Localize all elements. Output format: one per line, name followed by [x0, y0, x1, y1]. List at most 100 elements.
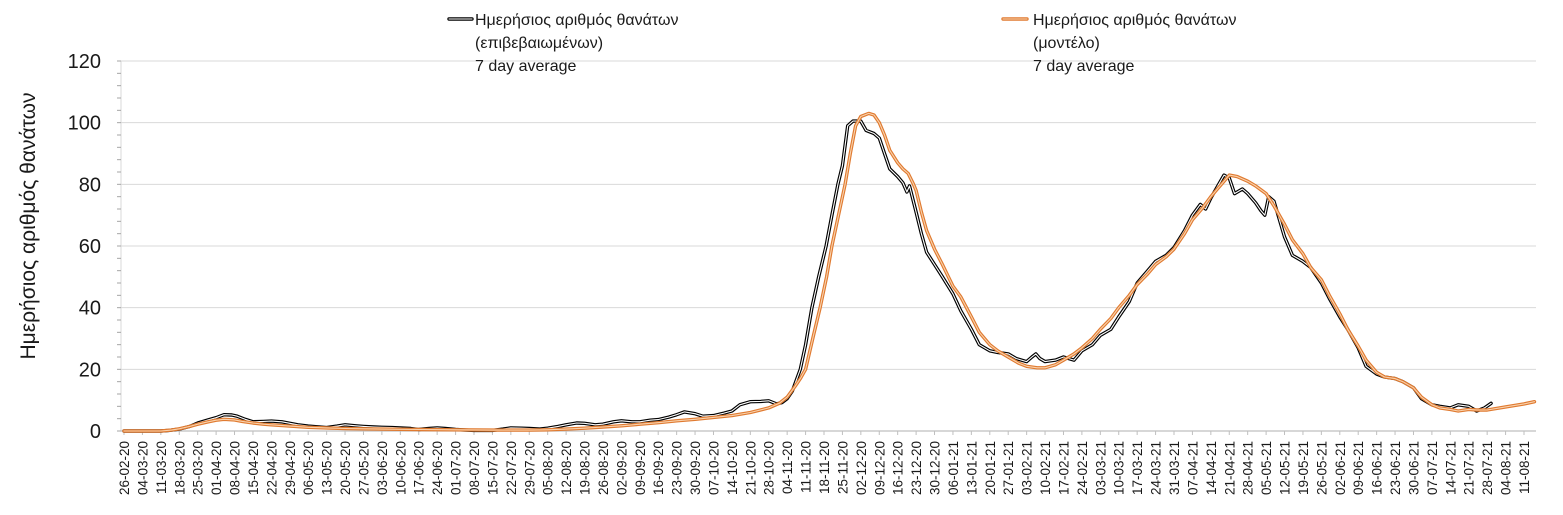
y-tick-label: 40: [79, 298, 101, 320]
y-axis-tick-labels: 0 20 40 60 80 100 120: [68, 51, 101, 443]
x-tick-label: 17-06-20: [412, 441, 427, 495]
y-tick-label: 100: [68, 113, 101, 135]
x-tick-label: 09-06-21: [1351, 441, 1366, 495]
x-tick-label: 16-12-20: [891, 441, 906, 495]
x-tick-label: 04-11-20: [780, 441, 795, 494]
x-tick-label: 12-08-20: [559, 441, 574, 495]
y-tick-label: 120: [68, 51, 101, 73]
x-tick-label: 05-05-21: [1259, 441, 1274, 495]
axes: [117, 60, 1536, 435]
x-tick-label: 10-02-21: [1038, 441, 1053, 495]
x-tick-label: 18-11-20: [817, 441, 832, 494]
x-tick-label: 24-03-21: [1149, 441, 1164, 495]
x-tick-label: 09-12-20: [872, 441, 887, 495]
x-tick-label: 11-11-20: [799, 441, 814, 493]
x-tick-label: 19-08-20: [578, 441, 593, 495]
x-axis-tick-labels: 26-02-20 04-03-20 11-03-20 18-03-20 25-03-20…: [117, 441, 1532, 495]
x-tick-label: 09-09-20: [633, 441, 648, 495]
x-tick-label: 24-02-21: [1075, 441, 1090, 495]
legend-label-model-line-3: 7 day average: [1033, 58, 1135, 75]
x-tick-label: 10-03-21: [1112, 441, 1127, 495]
x-tick-label: 16-06-21: [1370, 441, 1385, 495]
x-tick-label: 05-08-20: [541, 441, 556, 495]
x-tick-label: 23-12-20: [909, 441, 924, 495]
x-tick-label: 02-12-20: [854, 441, 869, 495]
x-tick-label: 25-03-20: [191, 441, 206, 495]
x-tick-label: 27-01-21: [1001, 441, 1016, 495]
x-tick-label: 15-04-20: [246, 441, 261, 495]
x-tick-label: 20-01-21: [983, 441, 998, 495]
x-tick-label: 26-05-21: [1314, 441, 1329, 495]
x-tick-label: 04-03-20: [135, 441, 150, 495]
x-tick-label: 13-01-21: [964, 441, 979, 495]
legend: Ημερήσιος αριθμός θανάτων (επιβεβαιωμένω…: [447, 12, 1236, 75]
x-tick-label: 07-07-21: [1425, 441, 1440, 495]
y-tick-label: 80: [79, 174, 101, 196]
x-tick-label: 17-03-21: [1130, 441, 1145, 495]
x-tick-label: 22-04-20: [264, 441, 279, 495]
x-tick-label: 08-07-20: [467, 441, 482, 495]
x-tick-label: 14-10-20: [725, 441, 740, 495]
x-tick-label: 15-07-20: [485, 441, 500, 495]
x-tick-label: 29-04-20: [283, 441, 298, 495]
x-tick-label: 04-08-21: [1499, 441, 1514, 495]
x-tick-label: 03-06-20: [375, 441, 390, 495]
x-tick-label: 28-04-21: [1241, 441, 1256, 495]
legend-entry-confirmed: Ημερήσιος αριθμός θανάτων (επιβεβαιωμένω…: [447, 12, 678, 75]
x-tick-label: 30-09-20: [688, 441, 703, 495]
x-tick-label: 13-05-20: [320, 441, 335, 495]
x-tick-label: 23-06-21: [1388, 441, 1403, 495]
confirmed-deaths-line: [122, 119, 1493, 433]
x-tick-label: 27-05-20: [357, 441, 372, 495]
y-axis-label: Ημερήσιος αριθμός θανάτων: [17, 92, 40, 359]
x-tick-label: 21-10-20: [743, 441, 758, 495]
y-tick-label: 20: [79, 359, 101, 381]
model-deaths-line: [122, 111, 1537, 433]
x-tick-label: 30-06-21: [1407, 441, 1422, 495]
legend-label-model-line-1: Ημερήσιος αριθμός θανάτων: [1033, 12, 1236, 29]
x-tick-label: 20-05-20: [338, 441, 353, 495]
x-tick-label: 01-04-20: [209, 441, 224, 495]
legend-label-confirmed-line-2: (επιβεβαιωμένων): [475, 35, 603, 52]
x-tick-label: 06-01-21: [946, 441, 961, 495]
legend-label-model-line-2: (μοντέλο): [1033, 35, 1100, 52]
legend-entry-model: Ημερήσιος αριθμός θανάτων (μοντέλο) 7 da…: [1001, 12, 1236, 75]
x-tick-label: 25-11-20: [835, 441, 850, 494]
x-tick-label: 02-06-21: [1333, 441, 1348, 495]
x-tick-label: 10-06-20: [393, 441, 408, 495]
x-tick-label: 30-12-20: [928, 441, 943, 495]
x-tick-label: 16-09-20: [651, 441, 666, 495]
series-lines: [122, 111, 1537, 433]
series-model-deaths: [122, 111, 1537, 433]
x-tick-label: 11-03-20: [154, 441, 169, 494]
legend-label-confirmed-line-1: Ημερήσιος αριθμός θανάτων: [475, 12, 678, 29]
x-tick-label: 24-06-20: [430, 441, 445, 495]
x-tick-label: 07-10-20: [707, 441, 722, 495]
x-tick-label: 01-07-20: [449, 441, 464, 495]
x-tick-label: 28-10-20: [762, 441, 777, 495]
x-tick-label: 26-08-20: [596, 441, 611, 495]
x-tick-label: 07-04-21: [1185, 441, 1200, 495]
x-tick-label: 17-02-21: [1057, 441, 1072, 495]
x-tick-label: 28-07-21: [1480, 441, 1495, 495]
x-tick-label: 12-05-21: [1278, 441, 1293, 495]
x-tick-label: 03-03-21: [1093, 441, 1108, 495]
y-tick-label: 0: [90, 421, 101, 443]
x-tick-label: 08-04-20: [228, 441, 243, 495]
gridlines: [121, 60, 1536, 370]
series-confirmed-deaths: [122, 119, 1493, 433]
x-tick-label: 02-09-20: [614, 441, 629, 495]
x-tick-label: 26-02-20: [117, 441, 132, 495]
x-tick-label: 19-05-21: [1296, 441, 1311, 495]
x-tick-label: 21-07-21: [1462, 441, 1477, 495]
x-tick-label: 14-07-21: [1443, 441, 1458, 495]
x-tick-label: 31-03-21: [1167, 441, 1182, 495]
x-tick-label: 29-07-20: [522, 441, 537, 495]
x-tick-label: 03-02-21: [1020, 441, 1035, 495]
x-tick-label: 06-05-20: [301, 441, 316, 495]
model-deaths-line-highlight: [123, 112, 1536, 432]
x-tick-label: 22-07-20: [504, 441, 519, 495]
confirmed-deaths-line-highlight: [123, 120, 1492, 432]
x-tick-label: 11-08-21: [1517, 441, 1532, 494]
